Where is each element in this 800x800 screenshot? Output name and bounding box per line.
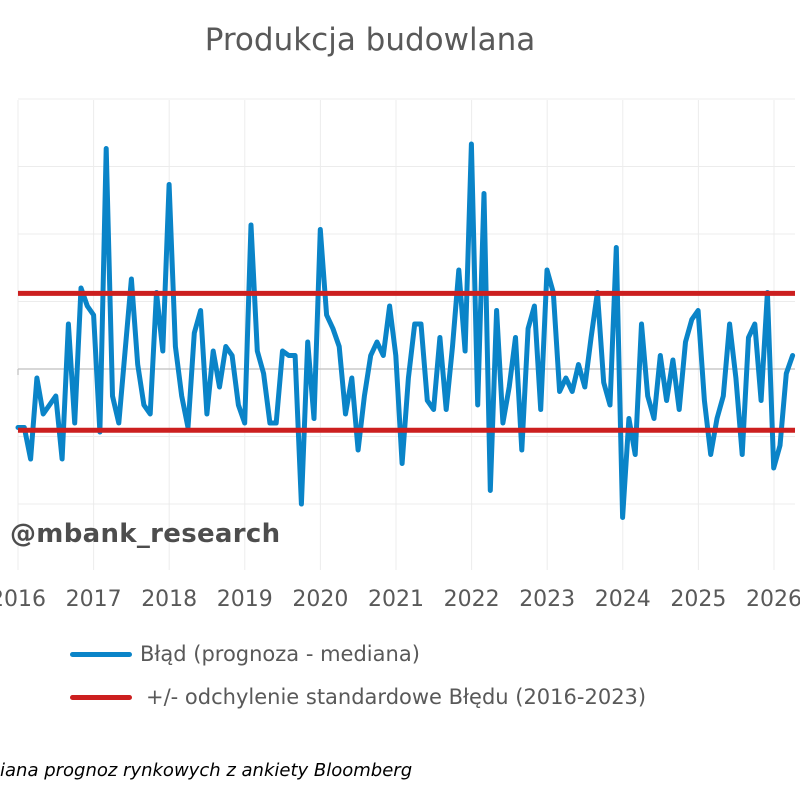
legend-label-error: Błąd (prognoza - mediana)	[140, 642, 420, 666]
legend-item-stddev: +/- odchylenie standardowe Błędu (2016-2…	[70, 685, 646, 709]
watermark: @mbank_research	[10, 519, 281, 549]
x-tick-label-2017: 2017	[66, 587, 122, 612]
x-tick-label-2022: 2022	[444, 587, 500, 612]
x-tick-label-2018: 2018	[141, 587, 197, 612]
x-tick-label-2023: 2023	[519, 587, 575, 612]
chart-plot: 2016 2017 2018 2019 2020 2021 2022 2023 2024 2025…	[0, 98, 800, 612]
x-tick-label-2019: 2019	[217, 587, 273, 612]
legend-swatch-red	[70, 694, 132, 700]
x-tick-label-2025: 2025	[670, 587, 726, 612]
x-tick-label-2020: 2020	[292, 587, 348, 612]
x-tick-label-2021: 2021	[368, 587, 424, 612]
legend-label-stddev: +/- odchylenie standardowe Błędu (2016-2…	[146, 685, 647, 709]
x-tick-label-2024: 2024	[595, 587, 651, 612]
chart-title: Produkcja budowlana	[204, 22, 536, 58]
x-tick-label-2026: 2026	[746, 587, 800, 612]
series-line-error	[15, 141, 796, 520]
legend-item-error: Błąd (prognoza - mediana)	[70, 642, 420, 666]
legend-swatch-blue	[70, 651, 132, 657]
x-tick-label-2016: 2016	[0, 587, 46, 612]
footnote: iana prognoz rynkowych z ankiety Bloombe…	[0, 760, 413, 781]
